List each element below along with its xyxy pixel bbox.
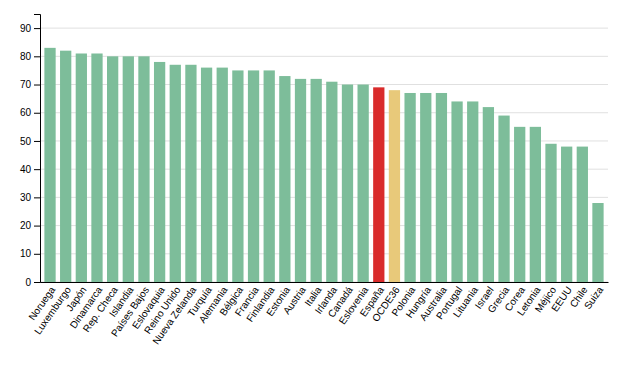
tick-label: Suiza [582,284,606,311]
bar [342,85,353,282]
bar [311,79,322,282]
tick-mark [34,197,40,198]
bar [514,127,525,282]
tick: Luxemburgo [32,284,73,336]
tick-label: 30 [20,192,32,203]
tick-label: 80 [20,51,32,62]
tick-label: 90 [20,23,32,34]
tick-mark [34,254,40,255]
bar [44,48,55,282]
bar [451,101,462,282]
x-axis: NoruegaLuxemburgoJapónDinamarcaRep. Chec… [26,283,608,347]
tick-label: 50 [20,136,32,147]
bar [295,79,306,282]
grid [40,28,608,282]
axis-line [34,15,41,283]
bar [545,144,556,282]
bar [60,51,71,282]
tick-mark [34,282,40,283]
bar [91,53,102,282]
tick-mark [34,56,40,57]
plot: 0 10 20 30 40 50 60 70 80 90 NoruegaLuxemburgoJapó… [20,15,609,347]
tick-label: 10 [20,248,32,259]
bar [530,127,541,282]
tick-label: 20 [20,220,32,231]
bar [404,93,415,282]
tick-mark [34,226,40,227]
tick: 40 [20,164,40,175]
tick-mark [34,28,40,29]
bar [483,107,494,282]
bar [264,70,275,282]
axis-line [41,282,609,283]
bar [420,93,431,282]
bar [123,56,134,282]
bar [498,116,509,282]
tick: 20 [20,220,40,231]
bar [248,70,259,282]
tick-mark [34,169,40,170]
bar [592,203,603,282]
grid-line [40,28,608,29]
tick: 90 [20,23,40,34]
tick: 30 [20,192,40,203]
bar [373,87,384,282]
bar [217,68,228,282]
tick-label: Luxemburgo [32,284,73,336]
bar [170,65,181,282]
tick-mark [34,85,40,86]
bar [467,101,478,282]
bar [138,56,149,282]
tick: 80 [20,51,40,62]
chart: 0 10 20 30 40 50 60 70 80 90 NoruegaLuxemburgoJapó… [0,0,620,368]
tick: 10 [20,248,40,259]
bar [389,90,400,282]
bar [358,85,369,282]
tick-mark [34,141,40,142]
bar [436,93,447,282]
bar [76,53,87,282]
tick-label: 0 [25,277,31,288]
bar [561,147,572,282]
bar [154,62,165,282]
tick: 60 [20,107,40,118]
tick-label: 60 [20,107,32,118]
tick-mark [34,113,40,114]
bar [185,65,196,282]
tick-label: 40 [20,164,32,175]
y-axis: 0 10 20 30 40 50 60 70 80 90 [20,15,41,288]
bars [44,48,603,282]
bar [326,82,337,282]
bar [201,68,212,282]
bar [232,70,243,282]
tick-label: 70 [20,79,32,90]
bar [279,76,290,282]
bar [577,147,588,282]
bar [107,56,118,282]
tick: 50 [20,136,40,147]
tick: 70 [20,79,40,90]
tick: Suiza [582,284,606,311]
tick: 0 [25,277,40,288]
